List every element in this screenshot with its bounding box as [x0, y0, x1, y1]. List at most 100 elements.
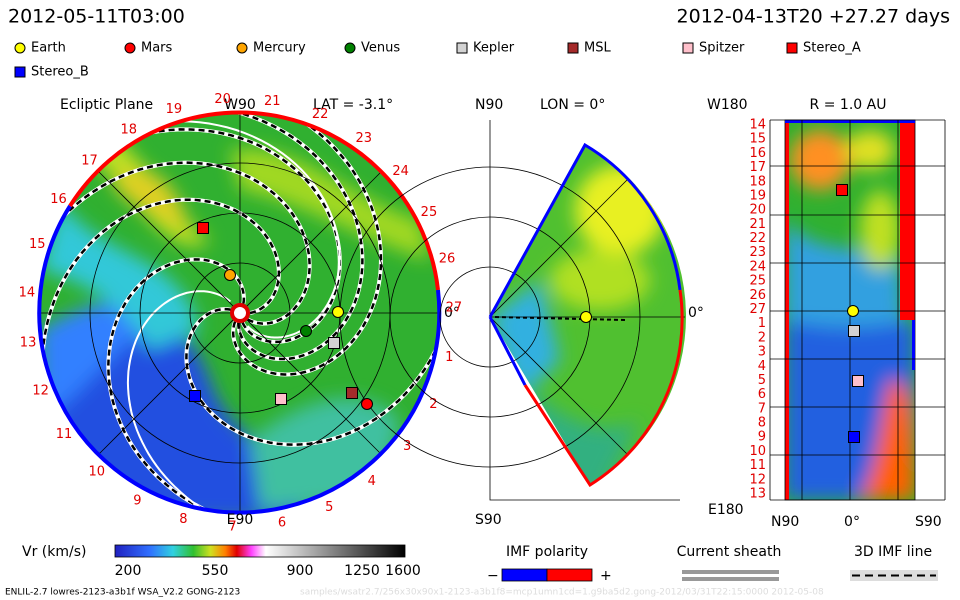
- lat-label: LAT = -3.1°: [313, 97, 393, 113]
- imf-minus: −: [487, 568, 499, 584]
- carrington-label: 10: [89, 465, 106, 480]
- ecliptic-panel: Ecliptic Plane W90 LAT = -3.1° 0° E90 12…: [19, 92, 463, 534]
- legend-label: Stereo_B: [31, 65, 89, 80]
- carrington-label: 17: [81, 153, 98, 168]
- datetime: 2012-05-11T03:00: [8, 6, 185, 28]
- marker: [197, 222, 209, 234]
- imf-line: [231, 113, 383, 376]
- legend-label: MSL: [584, 41, 611, 56]
- imf-line-key: 3D IMF line: [850, 544, 938, 581]
- marker: [328, 337, 340, 349]
- radial-y-label: 10: [749, 444, 766, 459]
- legend-label: Mars: [141, 41, 173, 56]
- radial-y-label: 24: [749, 259, 766, 274]
- marker: [836, 184, 848, 196]
- carrington-label: 1: [445, 350, 453, 365]
- marker: [847, 305, 859, 317]
- carrington-label: 19: [166, 102, 183, 117]
- marker: [786, 42, 798, 54]
- radial-y-label: 14: [749, 118, 766, 133]
- imf-line: [164, 113, 364, 361]
- colorbar-title: Vr (km/s): [22, 544, 86, 560]
- carrington-label: 6: [278, 515, 286, 530]
- radial-y-label: 3: [758, 345, 766, 360]
- footer-left: ENLIL-2.7 lowres-2123-a3b1f WSA_V2.2 GON…: [5, 588, 240, 598]
- marker: [848, 431, 860, 443]
- marker: [852, 375, 864, 387]
- radial-y-label: 13: [749, 487, 766, 502]
- imf-line: [107, 258, 279, 513]
- legend-label: Mercury: [253, 41, 306, 56]
- colorbar: Vr (km/s) 200 550 900 1250 1600: [22, 544, 421, 579]
- radial-y-label: 15: [749, 132, 766, 147]
- marker: [361, 398, 373, 410]
- marker: [236, 42, 248, 54]
- carrington-label: 23: [355, 131, 372, 146]
- radial-y-label: 19: [749, 188, 766, 203]
- right-label: 0°: [444, 305, 460, 321]
- imf-plus: +: [600, 568, 612, 584]
- marker: [189, 390, 201, 402]
- legend-label: Stereo_A: [803, 41, 861, 56]
- colorbar-tick: 1600: [385, 563, 421, 579]
- bottom-left-label: E180: [708, 502, 744, 518]
- top-label: W90: [224, 97, 256, 113]
- radial-y-label: 27: [749, 302, 766, 317]
- imf-line: [40, 161, 311, 325]
- radial-y-label: 1: [758, 316, 766, 331]
- radial-y-label: 23: [749, 245, 766, 260]
- radial-y-label: 21: [749, 217, 766, 232]
- carrington-label: 3: [403, 439, 411, 454]
- carrington-label: 18: [120, 123, 137, 138]
- carrington-label: 26: [439, 251, 456, 266]
- marker: [332, 306, 344, 318]
- radial-y-label: 20: [749, 203, 766, 218]
- radial-panel: W180 R = 1.0 AU E180 N90 0° S90 14151617…: [707, 97, 946, 530]
- carrington-label: 21: [264, 94, 281, 109]
- marker: [124, 42, 136, 54]
- carrington-label: 20: [214, 92, 231, 107]
- imf-title: IMF polarity: [506, 544, 588, 560]
- marker: [275, 393, 287, 405]
- marker: [224, 269, 236, 281]
- colorbar-tick: 900: [287, 563, 314, 579]
- radial-y-label: 11: [749, 458, 766, 473]
- marker: [346, 387, 358, 399]
- colorbar-tick: 550: [202, 563, 229, 579]
- legend-label: Spitzer: [699, 41, 745, 56]
- reference-time: 2012-04-13T20 +27.27 days: [677, 6, 950, 28]
- footer-right: samples/wsatr2.7/256x30x90x1-2123-a3b1f8…: [300, 588, 824, 598]
- top-label: N90: [475, 97, 503, 113]
- bottom-label: S90: [475, 512, 502, 528]
- marker: [300, 325, 312, 337]
- radial-y-label: 26: [749, 288, 766, 303]
- radial-y-label: 17: [749, 160, 766, 175]
- marker: [344, 42, 356, 54]
- radial-y-label: 4: [758, 359, 766, 374]
- markers: [189, 184, 864, 443]
- x-label: 0°: [844, 514, 860, 530]
- current-sheath-key: Current sheath: [677, 544, 781, 581]
- carrington-label: 9: [133, 493, 141, 508]
- radial-y-label: 6: [758, 387, 766, 402]
- right-label: 0°: [688, 305, 704, 321]
- marker: [14, 66, 26, 78]
- carrington-label: 5: [325, 500, 333, 515]
- lon-label: LON = 0°: [540, 97, 605, 113]
- x-label: S90: [915, 514, 942, 530]
- legend: Earth Mars Mercury Venus Kepler MSL Spitzer Ste…: [14, 41, 861, 80]
- radial-y-label: 25: [749, 274, 766, 289]
- colorbar-tick: 1250: [344, 563, 380, 579]
- carrington-label: 8: [179, 512, 187, 527]
- marker: [456, 42, 468, 54]
- radial-y-label: 2: [758, 330, 766, 345]
- legend-label: Kepler: [473, 41, 515, 56]
- radial-y-label: 7: [758, 401, 766, 416]
- marker: [567, 42, 579, 54]
- radial-y-label: 12: [749, 472, 766, 487]
- marker: [580, 311, 592, 323]
- carrington-label: 12: [32, 383, 49, 398]
- radial-y-label: 5: [758, 373, 766, 388]
